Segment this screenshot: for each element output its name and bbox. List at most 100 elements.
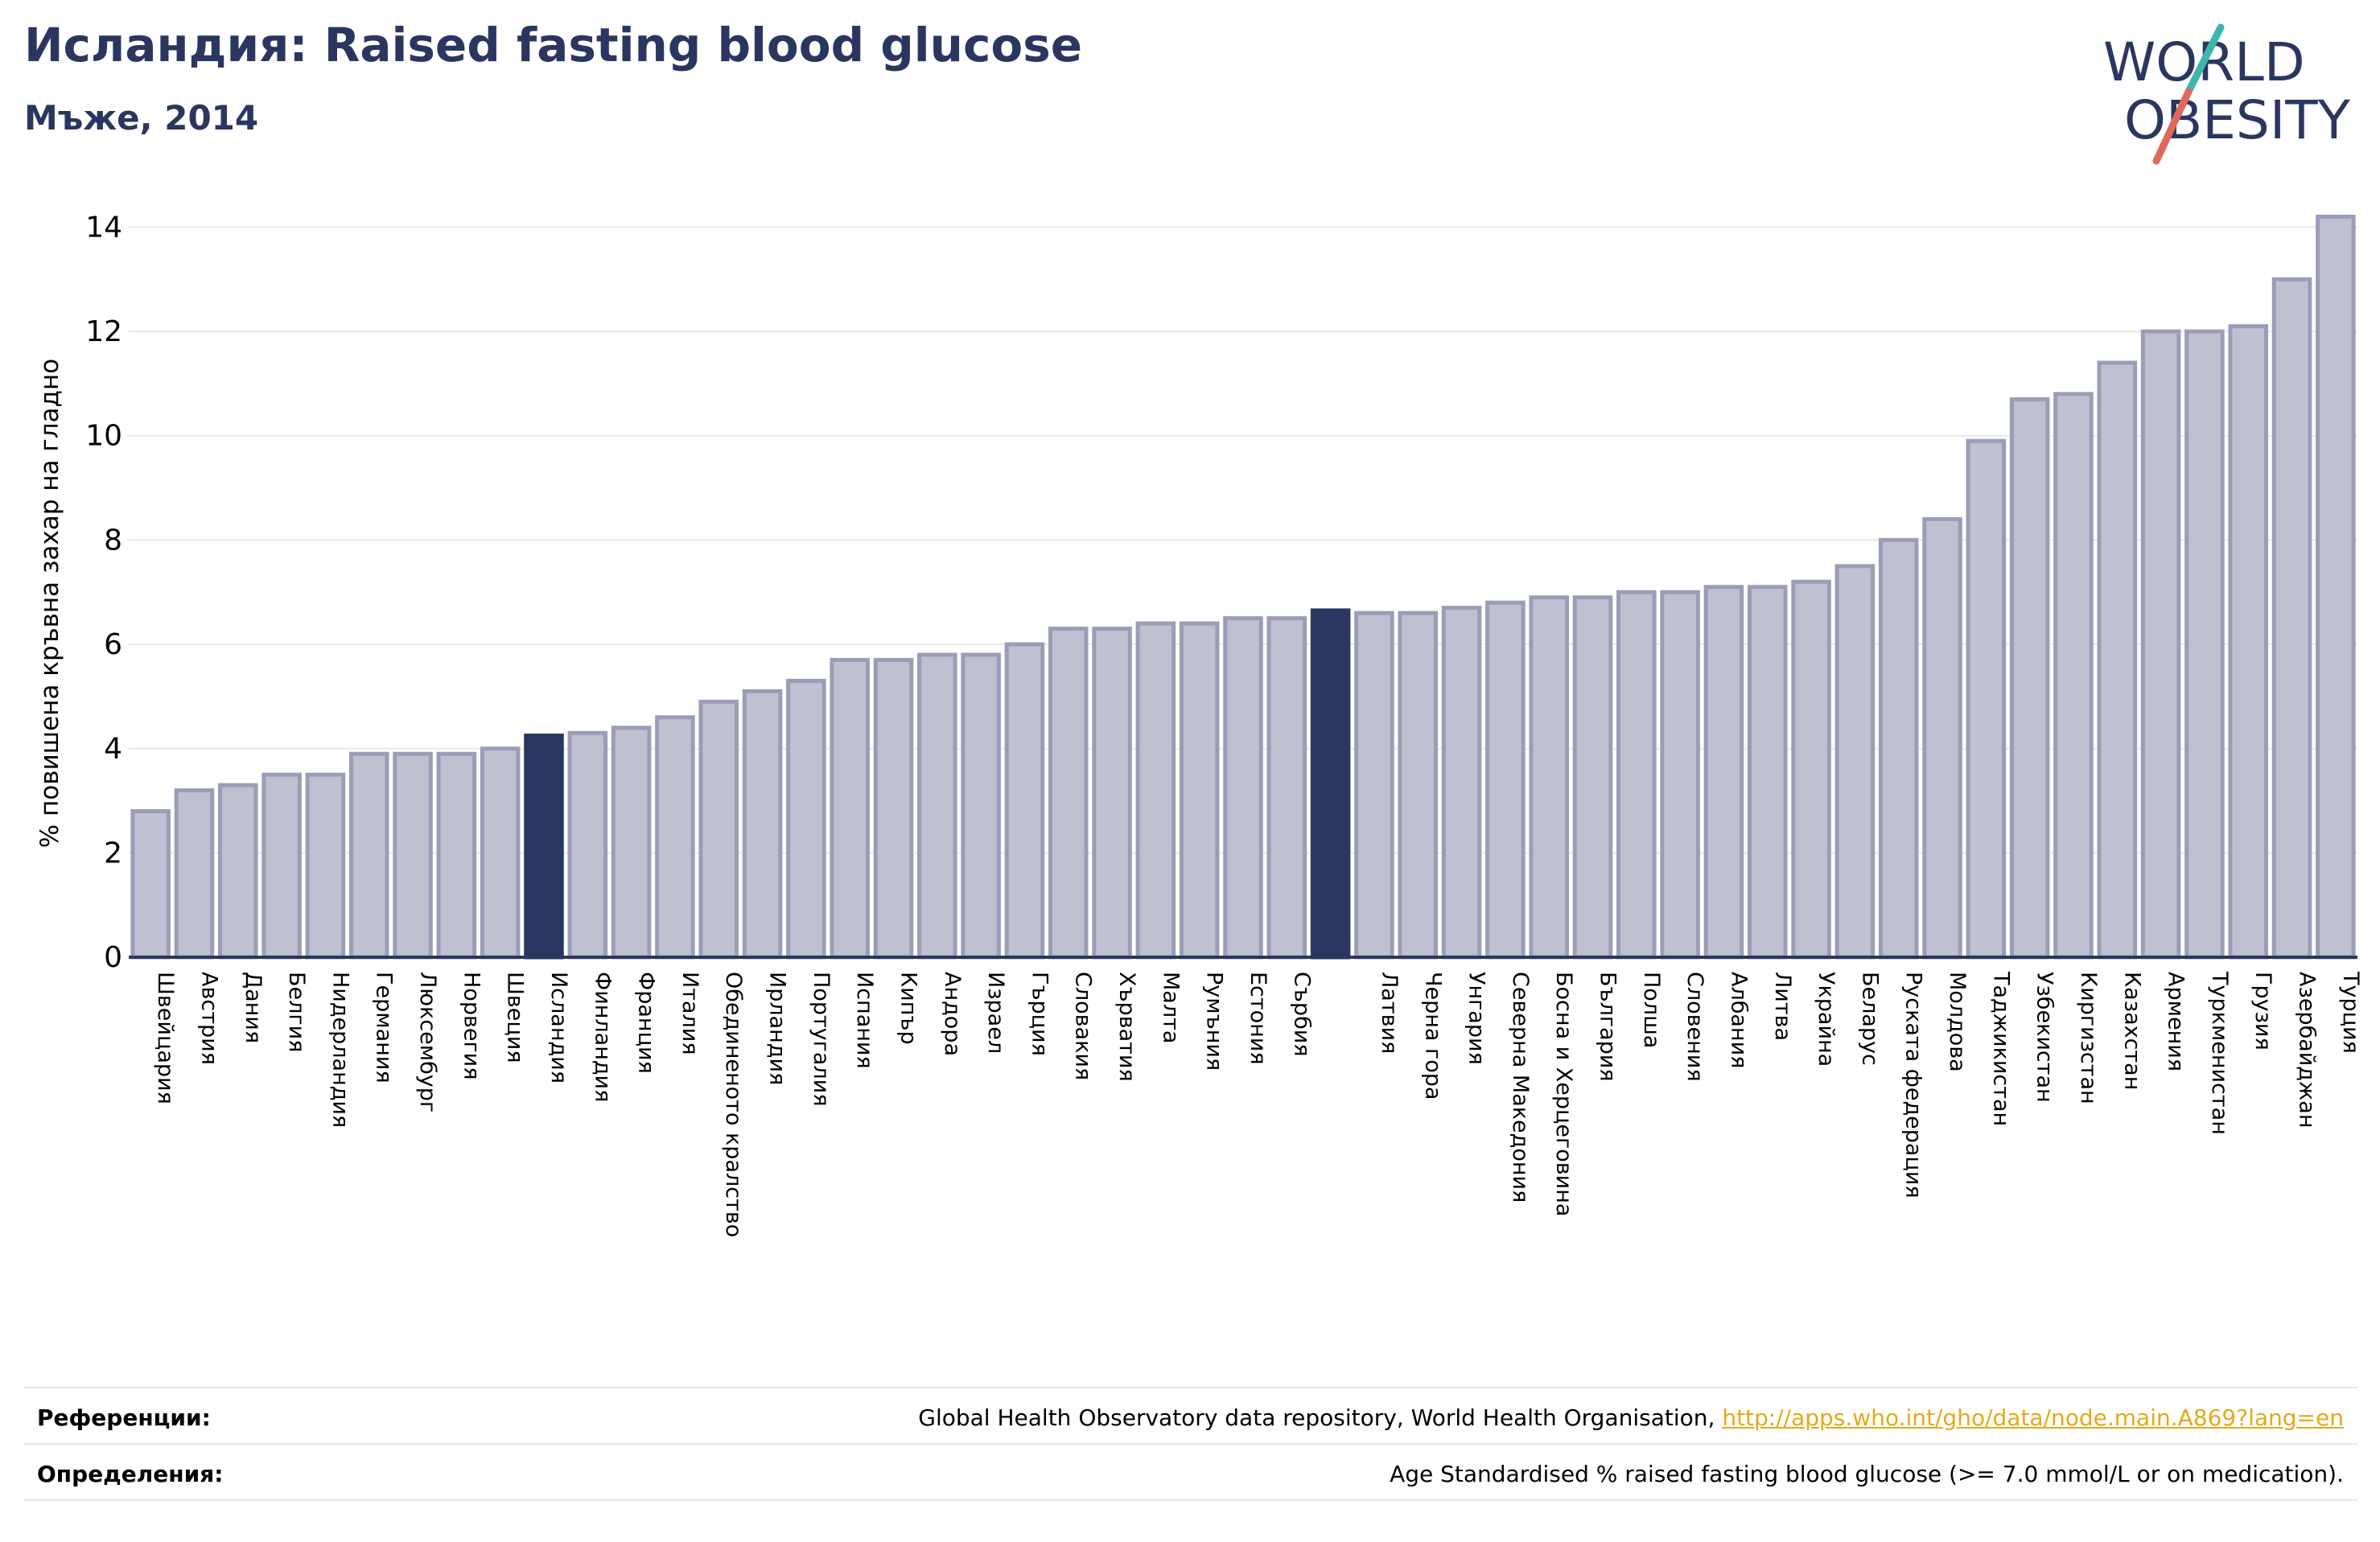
world-obesity-logo: WORLD OBESITY — [2103, 23, 2351, 165]
x-tick-label: Албания — [1726, 972, 1751, 1068]
references-label: Референции: — [37, 1404, 211, 1431]
bar — [742, 689, 783, 960]
x-tick-label: Литва — [1770, 972, 1795, 1041]
x-tick-label: Азербайджан — [2295, 972, 2320, 1129]
bar — [567, 730, 608, 960]
y-tick-label: 8 — [104, 524, 122, 557]
x-tick-label: Андора — [940, 972, 965, 1056]
x-tick-label: Румъния — [1202, 972, 1227, 1071]
bar — [1223, 616, 1263, 960]
x-tick-label: Украйна — [1814, 972, 1839, 1067]
axis-layer: 0 2 4 6 8 10 12 14 % повишена кръвна захар на гл… — [35, 211, 2357, 974]
page-subtitle: Мъже, 2014 — [24, 98, 259, 138]
logo-slash-red — [2152, 88, 2193, 165]
definitions-label: Определения: — [37, 1461, 224, 1487]
footer-divider-top — [24, 1387, 2357, 1388]
bar — [1616, 590, 1657, 960]
x-tick-label: Руската федерация — [1901, 972, 1926, 1199]
logo-slash-teal — [2184, 23, 2225, 96]
bar — [786, 678, 826, 960]
y-tick-label: 0 — [104, 941, 122, 974]
x-tick-label: Турция — [2338, 971, 2363, 1054]
x-tick-label: Кипър — [896, 972, 920, 1045]
x-tick-label: Туркменистан — [2207, 971, 2232, 1135]
x-tick-label: Босна и Херцеговина — [1551, 972, 1576, 1216]
bar — [1004, 642, 1045, 960]
bar — [2009, 397, 2050, 960]
x-tick-label: Унгария — [1464, 972, 1489, 1065]
bar — [1485, 600, 1526, 960]
x-tick-label: България — [1596, 972, 1620, 1082]
bar — [1048, 627, 1089, 960]
bar — [218, 783, 258, 960]
bar — [1966, 438, 2007, 960]
x-tick-label: Дания — [241, 972, 266, 1043]
x-tick-label: Естония — [1246, 972, 1270, 1065]
bar — [436, 751, 477, 960]
references-link[interactable]: http://apps.who.int/gho/data/node.main.A… — [1722, 1404, 2344, 1431]
x-tick-label: Словения — [1682, 972, 1707, 1082]
y-tick-label: 4 — [104, 733, 122, 766]
x-tick-label: Гърция — [1027, 972, 1052, 1056]
x-tick-label: Люксембург — [415, 972, 440, 1112]
x-tick-label: Италия — [677, 972, 702, 1055]
bar — [480, 746, 521, 960]
bar — [1092, 627, 1132, 960]
bar — [1747, 585, 1788, 960]
bar — [1703, 585, 1744, 960]
bar — [1398, 611, 1439, 960]
bar-highlighted — [1310, 608, 1351, 960]
bar — [1922, 516, 1962, 960]
x-tick-label: Исландия — [546, 972, 571, 1084]
bar — [873, 657, 914, 960]
x-tick-label: Узбекистан — [2032, 972, 2057, 1103]
bar — [1354, 611, 1394, 960]
y-tick-label: 14 — [85, 211, 122, 244]
x-tick-label: Сърбия — [1289, 972, 1314, 1057]
y-tick-label: 6 — [104, 628, 122, 661]
bar — [961, 652, 1001, 960]
x-tick-label: Северна Македония — [1508, 972, 1533, 1203]
x-tick-label: Обединеното кралство — [721, 972, 746, 1237]
bar — [393, 751, 433, 960]
x-tick-label: Белгия — [284, 972, 309, 1052]
bar-highlighted — [524, 733, 564, 960]
x-tick-label: Черна гора — [1420, 972, 1445, 1100]
bar — [1135, 621, 1176, 960]
bar — [2140, 329, 2181, 960]
x-tick-label: Израел — [983, 972, 1008, 1054]
bar — [698, 699, 739, 960]
definitions-text: Age Standardised % raised fasting blood … — [1390, 1461, 2344, 1487]
y-tick-label: 2 — [104, 837, 122, 870]
bar — [348, 751, 389, 960]
bar — [830, 657, 870, 960]
bar — [655, 715, 695, 960]
footer-divider-bottom — [24, 1499, 2357, 1501]
bar — [1878, 537, 1919, 960]
x-tick-label: Малта — [1158, 972, 1183, 1043]
x-tick-label: Португалия — [809, 972, 834, 1106]
x-tick-label: Полша — [1639, 972, 1664, 1048]
bar — [1179, 621, 1220, 960]
x-tick-label: Норвегия — [459, 972, 484, 1079]
y-tick-label: 12 — [85, 315, 122, 348]
bar — [1441, 606, 1482, 960]
x-tick-label: Словакия — [1071, 972, 1096, 1080]
x-tick-label: Киргизстан — [2076, 972, 2101, 1104]
bar-layer — [130, 214, 2356, 960]
x-tick-label: Финландия — [590, 972, 615, 1102]
bar — [1791, 579, 1831, 960]
x-tick-label: Франция — [634, 972, 659, 1074]
x-tick-label: Австрия — [196, 972, 221, 1065]
bar — [611, 726, 652, 960]
x-tick-label: Грузия — [2250, 972, 2275, 1051]
label-layer: Швейцария Австрия Дания Белгия Нидерландия Ге… — [153, 971, 2363, 1237]
footer-divider-middle — [24, 1443, 2357, 1445]
bar — [2228, 324, 2268, 960]
x-tick-label: Швейцария — [153, 972, 178, 1104]
bar — [2053, 392, 2094, 960]
bar — [2184, 329, 2225, 960]
x-tick-label: Нидерландия — [327, 972, 352, 1128]
bar — [174, 788, 215, 960]
references-source: Global Health Observatory data repositor… — [918, 1404, 1723, 1431]
